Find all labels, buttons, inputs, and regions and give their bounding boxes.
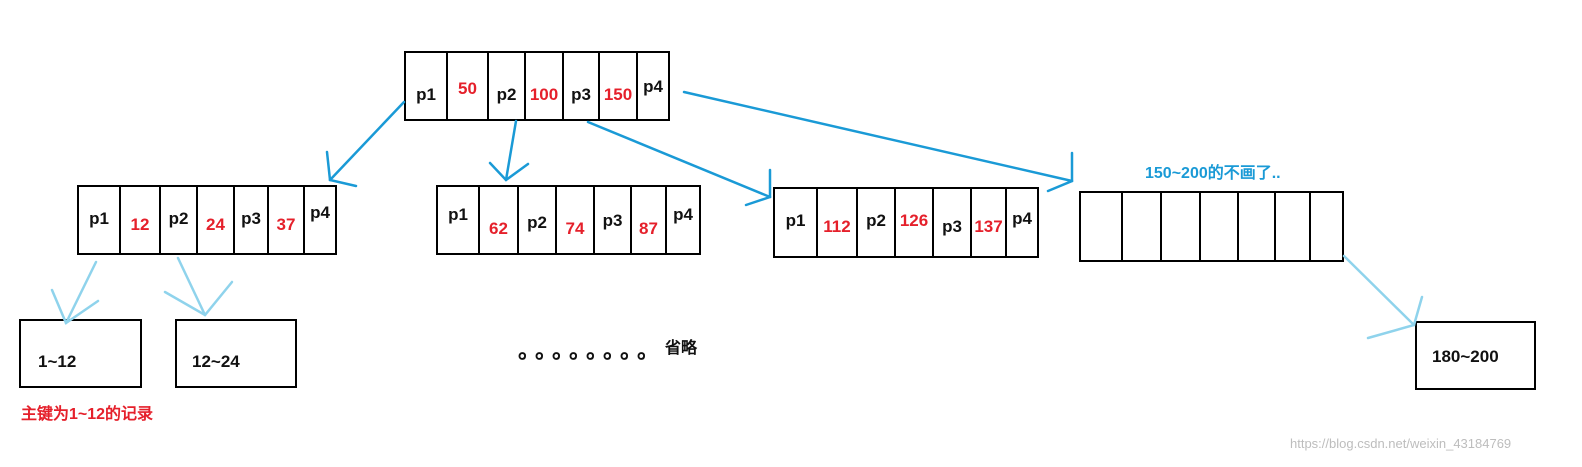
node-key-label: 50 xyxy=(458,79,477,98)
node-key-label: 100 xyxy=(530,85,558,104)
node-cell xyxy=(404,51,448,121)
node-pointer-label: p3 xyxy=(603,211,623,230)
node-pointer-label: p3 xyxy=(942,217,962,236)
leaf-node-label: 12~24 xyxy=(192,352,240,371)
node-cell xyxy=(1199,191,1239,262)
node-cell xyxy=(267,185,305,255)
node-pointer-label: p4 xyxy=(1012,209,1032,228)
node-cell xyxy=(77,185,121,255)
node-cell xyxy=(665,185,701,255)
leaf-node-3: 180~200 xyxy=(1415,321,1536,390)
leaf-node-1: 1~12 xyxy=(19,319,142,388)
node-pointer-label: p4 xyxy=(310,203,330,222)
node-cell xyxy=(1160,191,1201,262)
arrow-root-to-left xyxy=(325,100,406,188)
node-cell xyxy=(593,185,632,255)
node-pointer-label: p2 xyxy=(169,209,189,228)
node-cell xyxy=(1121,191,1162,262)
node-cell xyxy=(159,185,198,255)
node-cell xyxy=(487,51,526,121)
node-key-label: 62 xyxy=(489,219,508,238)
node-key-label: 74 xyxy=(566,219,585,238)
node-cell xyxy=(773,187,818,258)
node-pointer-label: p1 xyxy=(416,85,436,104)
watermark-text: https://blog.csdn.net/weixin_43184769 xyxy=(1290,436,1511,451)
node-cell xyxy=(517,185,557,255)
node-pointer-label: p4 xyxy=(643,77,663,96)
node-cell xyxy=(816,187,858,258)
child-node-left: p1 12 p2 24 p3 37 p4 xyxy=(77,185,337,255)
arrow-root-to-middle xyxy=(488,119,530,182)
node-cell xyxy=(636,51,670,121)
node-key-label: 12 xyxy=(131,215,150,234)
node-cell xyxy=(233,185,269,255)
node-cell xyxy=(562,51,600,121)
node-pointer-label: p2 xyxy=(527,213,547,232)
arrow-empty-to-leaf3 xyxy=(1342,254,1424,340)
arrow-root-to-right xyxy=(586,120,772,207)
node-cell xyxy=(1079,191,1123,262)
node-cell xyxy=(630,185,667,255)
omitted-label: 省略 xyxy=(664,338,698,357)
node-key-label: 24 xyxy=(206,215,225,234)
node-key-label: 150 xyxy=(604,85,632,104)
node-pointer-label: p1 xyxy=(786,211,806,230)
node-cell xyxy=(1274,191,1311,262)
node-cell xyxy=(894,187,934,258)
omitted-dots: 。。。。。。。。 xyxy=(518,338,665,363)
node-cell xyxy=(446,51,489,121)
node-cell xyxy=(598,51,638,121)
node-key-label: 112 xyxy=(823,217,850,236)
root-node: p1 50 p2 100 p3 150 p4 xyxy=(404,51,670,121)
node-cell xyxy=(1309,191,1344,262)
node-cell xyxy=(478,185,519,255)
right-caption: 150~200的不画了.. xyxy=(1145,163,1281,182)
node-pointer-label: p2 xyxy=(866,211,886,230)
node-pointer-label: p2 xyxy=(497,85,517,104)
arrow-root-to-empty xyxy=(682,90,1074,193)
arrow-left-to-leaf1 xyxy=(50,260,100,325)
leaf-node-label: 180~200 xyxy=(1432,347,1499,366)
node-cell xyxy=(119,185,161,255)
arrow-left-to-leaf2 xyxy=(163,256,234,317)
child-node-right: p1 112 p2 126 p3 137 p4 xyxy=(773,187,1039,258)
leaf-node-2: 12~24 xyxy=(175,319,297,388)
child-node-middle: p1 62 p2 74 p3 87 p4 xyxy=(436,185,701,255)
node-cell xyxy=(970,187,1007,258)
node-cell xyxy=(303,185,337,255)
leaf-caption: 主键为1~12的记录 xyxy=(21,404,153,423)
node-pointer-label: p1 xyxy=(89,209,109,228)
node-cell xyxy=(1237,191,1276,262)
node-key-label: 126 xyxy=(900,211,928,230)
leaf-node-label: 1~12 xyxy=(38,352,76,371)
node-key-label: 87 xyxy=(639,219,658,238)
node-key-label: 37 xyxy=(277,215,296,234)
node-pointer-label: p3 xyxy=(571,85,591,104)
node-pointer-label: p1 xyxy=(448,205,468,224)
node-key-label: 137 xyxy=(974,217,1002,236)
node-pointer-label: p4 xyxy=(673,205,693,224)
child-node-empty xyxy=(1079,191,1344,262)
node-pointer-label: p3 xyxy=(241,209,261,228)
node-cell xyxy=(1005,187,1039,258)
